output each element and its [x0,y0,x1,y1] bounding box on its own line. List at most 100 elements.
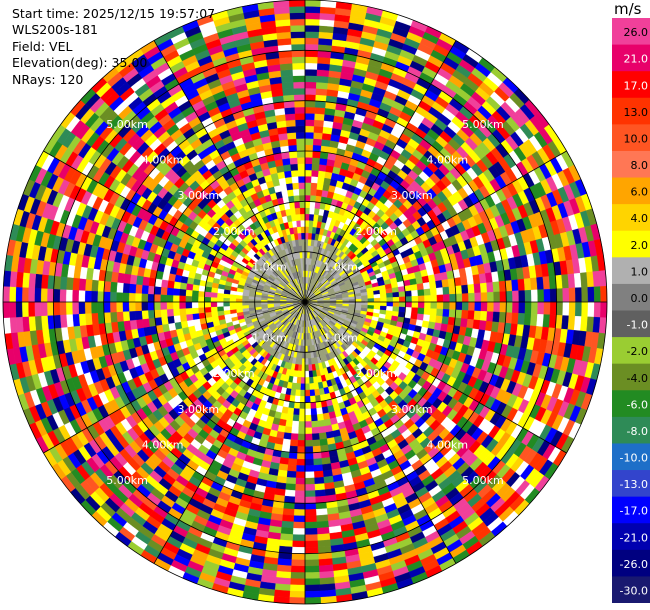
gate-cell [173,314,181,323]
gate-cell [296,452,306,460]
gate-cell [318,37,333,46]
gate-cell [296,150,306,158]
gate-cell [122,301,130,312]
gate-cell [505,301,513,314]
gate-cell [417,289,425,297]
gate-cell [295,471,306,479]
gate-cell [128,310,137,321]
gate-cell [304,364,309,372]
gate-cell [65,276,74,291]
gate-cell [304,68,318,77]
gate-cell [316,75,329,84]
gate-cell [109,311,118,323]
gate-cell [282,157,291,166]
gate-cell [435,315,443,324]
gate-cell [286,132,297,140]
gate-cell [291,540,306,548]
gate-cell [304,87,317,95]
gate-cell [423,288,431,296]
gate-cell [386,292,394,298]
gate-cell [442,286,450,296]
gate-cell [311,157,321,165]
gate-cell [297,169,306,177]
gate-cell [241,301,249,306]
gate-cell [316,69,330,77]
gate-cell [361,301,369,306]
gate-cell [304,62,318,70]
gate-cell [436,308,444,317]
gate-cell [299,201,306,209]
gate-cell [285,119,297,128]
gate-cell [411,307,419,315]
gate-cell [411,289,419,297]
gate-cell [210,291,218,298]
gate-cell [309,207,316,215]
gate-cell [84,278,93,292]
gate-cell [65,289,73,303]
gate-cell [134,292,142,303]
gate-cell [556,301,564,316]
gate-cell [460,276,468,286]
gate-cell [492,311,501,323]
gate-cell [524,289,532,303]
gate-cell [142,276,150,286]
gate-cell [523,278,532,291]
gate-cell [314,394,321,403]
gate-cell [316,527,330,535]
gate-cell [292,75,306,83]
gate-cell [416,313,425,321]
gate-cell [204,296,212,303]
gate-cell [479,282,488,294]
gate-cell [424,301,432,309]
gate-cell [160,294,168,303]
gate-cell [287,138,298,146]
gate-cell [308,364,313,372]
gate-cell [294,100,306,108]
gate-cell [78,301,86,315]
gate-cell [318,164,327,172]
gate-cell [284,106,296,115]
gate-cell [304,427,313,435]
gate-cell [542,276,551,290]
gate-cell [294,207,301,215]
gate-cell [499,291,507,303]
gate-cell [291,50,306,58]
gate-cell [241,298,249,303]
gate-cell [135,310,143,321]
gate-cell [295,213,301,221]
gate-cell [315,88,328,96]
gate-cell [185,289,193,297]
gate-cell [297,232,302,240]
gate-cell [166,301,174,310]
gate-cell [65,313,74,328]
gate-cell [299,389,306,397]
gate-cell [530,289,539,303]
gate-cell [291,56,306,64]
gate-cell [172,308,181,317]
gate-cell [398,296,406,303]
gate-cell [405,296,413,303]
gate-cell [166,287,174,296]
gate-cell [304,509,317,517]
gate-cell [310,182,318,190]
gate-cell [235,305,243,310]
gate-cell [311,169,320,178]
gate-cell [304,56,319,64]
gate-cell [109,281,118,293]
gate-cell [307,358,312,366]
gate-cell [301,358,306,366]
gate-cell [290,433,299,441]
gate-cell [197,307,206,314]
gate-cell [141,293,149,303]
gate-cell [367,298,375,303]
gate-cell [160,308,168,318]
gate-cell [223,305,231,311]
gate-cell [542,314,551,328]
gate-cell [304,352,309,359]
gate-cell [405,301,413,308]
gate-cell [314,489,326,498]
gate-cell [474,292,482,303]
gate-cell [466,275,475,286]
gate-cell [135,275,144,286]
gate-cell [308,370,314,378]
